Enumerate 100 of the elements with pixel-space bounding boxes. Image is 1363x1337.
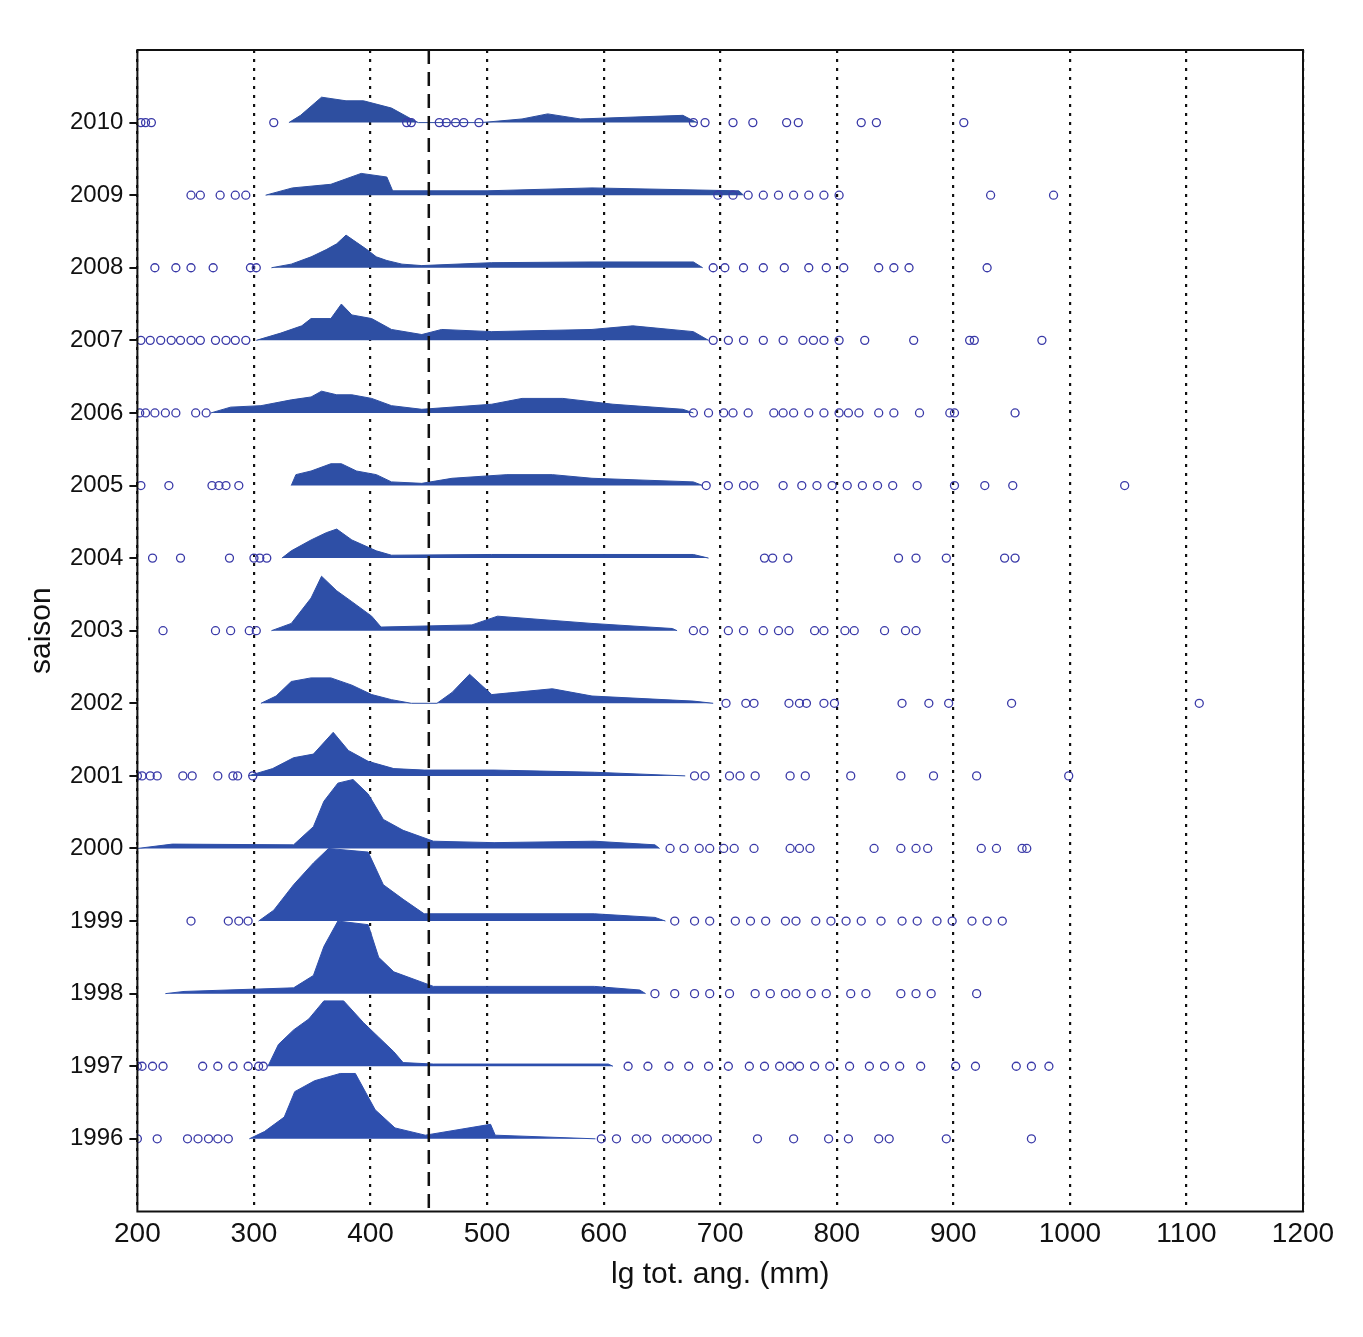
point [137,1061,147,1071]
x-tick-label: 400 [347,1216,394,1248]
point [730,916,740,926]
point [926,988,936,999]
point [735,771,745,781]
point [692,1134,702,1144]
point [758,190,768,200]
point [688,626,699,636]
point [175,553,186,563]
point [262,553,272,563]
point [825,1061,835,1071]
point [801,698,812,708]
point [234,480,244,491]
point [884,1134,894,1144]
point [269,117,279,128]
point [402,117,412,128]
point [854,408,864,418]
point [819,335,829,345]
point [788,190,799,200]
point [214,480,224,491]
point [724,771,735,781]
point [1022,843,1032,854]
y-axis-title: saison [23,587,57,675]
point [780,988,791,999]
point [474,117,484,128]
point [749,480,759,491]
point [783,553,793,563]
point [1048,190,1059,200]
point [872,480,883,491]
point [826,916,836,926]
point [879,1061,890,1071]
point [611,1134,622,1144]
point [914,408,925,418]
point [849,626,859,636]
point [982,263,992,273]
point [702,1134,713,1144]
point [215,190,225,200]
y-tick-label: 2007 [70,324,124,352]
point [945,408,955,418]
point [147,553,158,563]
point [788,408,799,418]
point [140,408,151,418]
y-tick-label: 1998 [70,978,124,1006]
point [642,1134,652,1144]
point [761,916,771,926]
point [225,626,236,636]
point [778,480,788,491]
point [834,335,844,345]
point [911,626,921,636]
point [137,480,146,491]
point [223,916,233,926]
point [785,771,795,781]
point [839,263,849,273]
point [708,263,718,273]
point [797,480,807,491]
point [670,988,680,999]
point [976,843,986,854]
point [969,335,979,345]
point [749,698,759,708]
point [230,335,240,345]
point [791,988,801,999]
point [819,698,829,708]
point [949,408,960,418]
x-tick-label: 1100 [1156,1216,1217,1248]
point [794,698,805,708]
point [175,335,186,345]
y-tick-label: 1997 [70,1050,124,1078]
point [909,335,919,345]
point [738,263,749,273]
point [406,117,416,128]
point [748,117,758,128]
x-tick-label: 900 [929,1216,977,1248]
point [964,335,975,345]
point [743,408,753,418]
point [166,335,176,345]
point [248,771,258,781]
y-tick-label: 2008 [70,252,124,280]
point [793,117,803,128]
point [744,1061,754,1071]
point [249,553,259,563]
point [750,771,760,781]
point [699,626,709,636]
point [232,771,243,781]
point [1194,698,1204,708]
point [705,988,715,999]
point [778,335,788,345]
x-tick-label: 800 [813,1216,861,1248]
point [251,263,261,273]
point [623,1061,633,1071]
point [230,190,240,200]
point [1026,1134,1037,1144]
point [840,626,850,636]
point [661,1134,672,1144]
point [843,408,854,418]
point [997,916,1007,926]
point [785,1061,795,1071]
point [911,843,921,854]
point [804,408,814,418]
point [213,1061,223,1071]
point [210,335,221,345]
